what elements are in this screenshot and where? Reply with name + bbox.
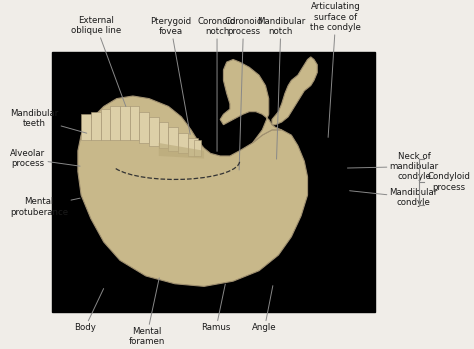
Text: Coronoid
notch: Coronoid notch	[198, 17, 236, 151]
Bar	[139, 112, 149, 143]
Text: Mandibular
teeth: Mandibular teeth	[10, 109, 87, 133]
Text: External
oblique line: External oblique line	[71, 16, 126, 106]
Polygon shape	[159, 143, 204, 158]
Text: Neck of
mandibular
condyle: Neck of mandibular condyle	[347, 151, 438, 181]
Bar	[120, 106, 129, 140]
Text: Mental
protuberance: Mental protuberance	[10, 197, 80, 217]
Bar	[91, 112, 100, 140]
Bar	[100, 109, 110, 140]
Text: Mandibular
condyle: Mandibular condyle	[350, 188, 438, 207]
Text: Condyloid
process: Condyloid process	[428, 172, 470, 192]
Bar	[110, 106, 120, 140]
Text: Articulating
surface of
the condyle: Articulating surface of the condyle	[310, 2, 361, 138]
Text: Ramus: Ramus	[201, 284, 231, 332]
Bar	[129, 106, 139, 140]
Bar	[149, 117, 159, 146]
Polygon shape	[78, 96, 308, 287]
Text: Mandibular
notch: Mandibular notch	[257, 17, 305, 159]
Bar	[194, 140, 201, 156]
Polygon shape	[272, 57, 317, 125]
Text: Alveolar
process: Alveolar process	[10, 149, 80, 169]
Bar	[178, 133, 188, 153]
Text: Angle: Angle	[252, 286, 277, 332]
Polygon shape	[220, 59, 282, 143]
Text: Mental
foramen: Mental foramen	[128, 278, 165, 347]
Text: Pterygoid
fovea: Pterygoid fovea	[150, 17, 191, 134]
Bar	[81, 114, 91, 140]
Text: Body: Body	[74, 289, 104, 332]
Bar	[168, 127, 178, 151]
Bar	[52, 52, 375, 312]
Bar	[188, 138, 198, 156]
Text: Coronoid
process: Coronoid process	[224, 17, 263, 170]
Bar	[159, 122, 168, 148]
